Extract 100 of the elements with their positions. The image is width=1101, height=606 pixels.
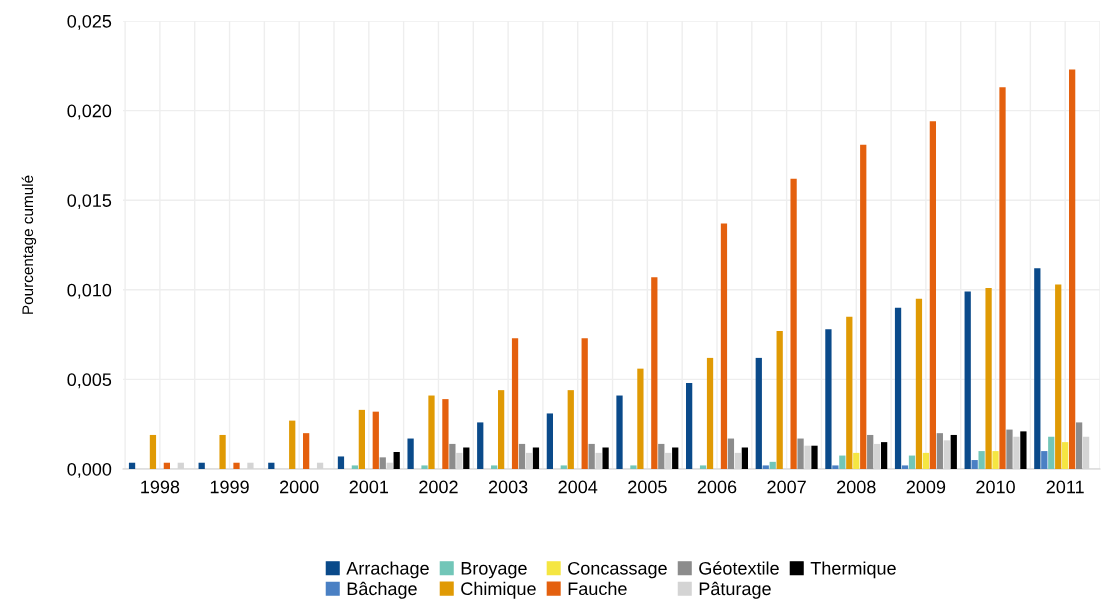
bar xyxy=(149,434,157,469)
bar xyxy=(880,442,888,469)
x-tick-label: 2006 xyxy=(697,480,737,494)
bar xyxy=(477,422,484,469)
bar xyxy=(811,445,818,469)
bar xyxy=(463,447,470,469)
bar xyxy=(630,465,637,469)
bar xyxy=(699,465,707,469)
bar xyxy=(894,307,902,469)
x-tick-label: 2003 xyxy=(488,480,528,494)
bar xyxy=(867,434,874,469)
y-tick-label: 0,005 xyxy=(67,373,112,389)
bar xyxy=(776,331,783,469)
x-tick-label: 2001 xyxy=(349,480,389,494)
bar xyxy=(497,390,505,469)
bar xyxy=(428,395,435,469)
legend-label: Pâturage xyxy=(699,581,771,599)
bar xyxy=(797,438,804,469)
bar xyxy=(706,357,714,469)
bar xyxy=(1006,429,1013,469)
bar xyxy=(337,456,345,469)
x-tick-label: 2009 xyxy=(906,480,946,494)
bar xyxy=(950,434,957,469)
bar xyxy=(393,451,400,469)
bar xyxy=(128,462,136,469)
bar xyxy=(511,338,519,469)
legend-label: Chimique xyxy=(461,581,536,599)
bar xyxy=(929,121,937,469)
bar xyxy=(1062,442,1069,469)
x-tick-label: 2002 xyxy=(419,480,458,494)
x-tick-label: 2007 xyxy=(767,480,806,494)
bar xyxy=(860,144,867,469)
bar xyxy=(992,451,999,469)
bar xyxy=(637,368,644,469)
legend-label: Arrachage xyxy=(346,561,429,579)
legend-label: Géotextile xyxy=(699,561,779,575)
bar xyxy=(978,451,985,469)
bar xyxy=(289,420,296,469)
bar xyxy=(588,443,595,469)
legend-label: Fauche xyxy=(568,581,627,596)
bar xyxy=(964,291,971,469)
bar xyxy=(442,399,449,469)
bar xyxy=(720,223,728,469)
bar xyxy=(602,447,609,469)
bar xyxy=(518,443,526,469)
bar xyxy=(755,357,762,469)
x-tick-label: 2004 xyxy=(558,480,598,494)
x-tick-label: 1998 xyxy=(141,480,180,494)
bar xyxy=(1020,431,1027,469)
bar xyxy=(546,413,554,469)
legend-label: Thermique xyxy=(810,561,896,579)
bar xyxy=(532,447,540,469)
bar xyxy=(449,443,456,469)
bar xyxy=(658,443,665,469)
y-axis-title: Pourcentage cumulé xyxy=(21,175,37,314)
bar xyxy=(163,462,170,469)
y-tick-label: 0,020 xyxy=(67,104,112,120)
legend-label: Bâchage xyxy=(347,581,417,599)
bar xyxy=(1075,422,1083,469)
bar xyxy=(491,465,498,469)
y-tick-label: 0,015 xyxy=(67,194,112,210)
x-tick-label: 2005 xyxy=(628,480,667,494)
y-tick-label: 0,010 xyxy=(67,283,112,299)
bar xyxy=(985,288,992,469)
y-tick-label: 0,025 xyxy=(67,14,112,30)
bar xyxy=(421,465,428,469)
bar xyxy=(651,277,658,469)
bar xyxy=(1069,69,1076,469)
bar xyxy=(560,465,567,469)
bar xyxy=(936,433,943,469)
bar xyxy=(233,462,240,469)
bar xyxy=(901,465,909,469)
bar xyxy=(567,390,574,469)
bar xyxy=(727,438,735,469)
bar xyxy=(372,411,379,469)
bar xyxy=(407,438,414,469)
bar xyxy=(839,455,846,469)
bar xyxy=(846,316,853,469)
bar xyxy=(915,298,923,469)
bar xyxy=(219,434,226,469)
bar xyxy=(672,447,679,469)
bar xyxy=(999,87,1006,469)
bar xyxy=(686,382,693,469)
bar xyxy=(198,462,205,469)
legend-label: Concassage xyxy=(568,561,667,579)
bar xyxy=(832,465,839,469)
bar xyxy=(971,460,978,469)
bar xyxy=(790,178,797,469)
bar xyxy=(1048,436,1055,469)
x-tick-label: 2011 xyxy=(1046,480,1084,494)
bar xyxy=(303,433,310,469)
bar xyxy=(908,455,916,469)
bar xyxy=(1055,284,1062,469)
bar xyxy=(825,329,832,469)
bar xyxy=(358,409,365,469)
bar xyxy=(581,338,588,469)
x-tick-label: 2000 xyxy=(280,480,319,494)
x-tick-label: 1999 xyxy=(210,480,249,494)
bar xyxy=(616,395,623,469)
bar xyxy=(351,465,359,469)
